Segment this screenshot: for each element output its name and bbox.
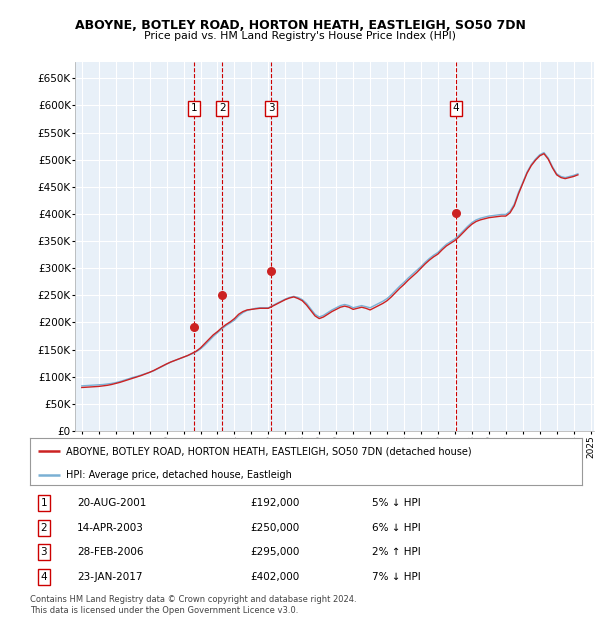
Text: Contains HM Land Registry data © Crown copyright and database right 2024.: Contains HM Land Registry data © Crown c… [30,595,356,604]
Text: HPI: Average price, detached house, Eastleigh: HPI: Average price, detached house, East… [66,469,292,480]
Text: ABOYNE, BOTLEY ROAD, HORTON HEATH, EASTLEIGH, SO50 7DN (detached house): ABOYNE, BOTLEY ROAD, HORTON HEATH, EASTL… [66,446,472,456]
Text: ABOYNE, BOTLEY ROAD, HORTON HEATH, EASTLEIGH, SO50 7DN: ABOYNE, BOTLEY ROAD, HORTON HEATH, EASTL… [74,19,526,32]
Text: £402,000: £402,000 [251,572,300,582]
Text: 4: 4 [453,103,460,113]
Text: 4: 4 [40,572,47,582]
Text: 23-JAN-2017: 23-JAN-2017 [77,572,142,582]
Text: Price paid vs. HM Land Registry's House Price Index (HPI): Price paid vs. HM Land Registry's House … [144,31,456,41]
Text: 2: 2 [40,523,47,533]
Point [451,208,461,218]
Text: 28-FEB-2006: 28-FEB-2006 [77,547,143,557]
Point [190,322,199,332]
Text: 14-APR-2003: 14-APR-2003 [77,523,144,533]
Text: This data is licensed under the Open Government Licence v3.0.: This data is licensed under the Open Gov… [30,606,298,616]
Text: 7% ↓ HPI: 7% ↓ HPI [372,572,421,582]
Text: 20-AUG-2001: 20-AUG-2001 [77,498,146,508]
Text: 3: 3 [40,547,47,557]
Text: £250,000: £250,000 [251,523,300,533]
Text: 2: 2 [219,103,226,113]
Text: 6% ↓ HPI: 6% ↓ HPI [372,523,421,533]
Text: £295,000: £295,000 [251,547,300,557]
Text: 1: 1 [191,103,198,113]
Point [266,266,276,276]
Text: 1: 1 [40,498,47,508]
Text: 5% ↓ HPI: 5% ↓ HPI [372,498,421,508]
Point [218,290,227,300]
Text: 3: 3 [268,103,275,113]
Text: 2% ↑ HPI: 2% ↑ HPI [372,547,421,557]
Text: £192,000: £192,000 [251,498,300,508]
